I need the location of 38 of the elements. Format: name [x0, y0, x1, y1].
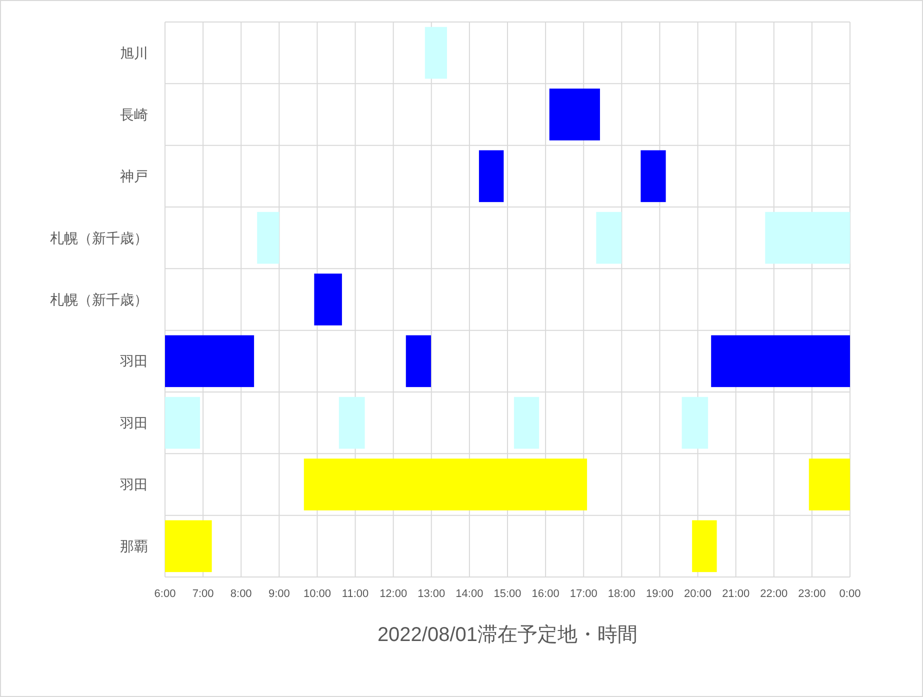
x-tick-label: 22:00 — [760, 588, 788, 600]
x-tick-label: 17:00 — [570, 588, 598, 600]
y-tick-label: 羽田 — [119, 353, 148, 370]
y-tick-label: 羽田 — [119, 476, 148, 492]
x-tick-label: 23:00 — [798, 588, 826, 600]
y-tick-label: 神戸 — [120, 168, 148, 184]
x-tick-label: 15:00 — [494, 588, 522, 600]
y-tick-label: 那覇 — [120, 538, 148, 554]
x-tick-label: 13:00 — [418, 588, 446, 600]
y-tick-label: 旭川 — [120, 44, 148, 61]
bar — [514, 396, 540, 449]
y-tick-label: 長崎 — [120, 106, 148, 122]
bar — [165, 335, 254, 388]
bar — [478, 150, 504, 202]
bar — [314, 274, 342, 326]
x-tick-label: 6:00 — [154, 588, 176, 600]
x-tick-label: 20:00 — [684, 588, 712, 600]
x-tick-label: 10:00 — [303, 588, 331, 600]
bar — [808, 458, 850, 510]
bar — [549, 88, 600, 140]
bar — [682, 396, 708, 449]
x-tick-label: 8:00 — [230, 588, 252, 600]
x-tick-label: 12:00 — [380, 588, 408, 600]
x-tick-label: 0:00 — [839, 588, 861, 600]
y-tick-label: 札幌（新千歳） — [50, 230, 148, 246]
x-tick-label: 16:00 — [532, 588, 560, 600]
x-tick-label: 7:00 — [192, 588, 214, 600]
x-tick-label: 18:00 — [608, 588, 636, 600]
x-axis-title: 2022/08/01滞在予定地・時間 — [377, 624, 638, 646]
x-tick-label: 14:00 — [456, 588, 484, 600]
x-tick-label: 19:00 — [646, 588, 674, 600]
y-tick-label: 札幌（新千歳） — [50, 292, 148, 308]
y-tick-label: 羽田 — [119, 414, 148, 431]
bar — [765, 212, 850, 264]
x-tick-label: 9:00 — [268, 588, 290, 600]
bar — [692, 520, 717, 572]
x-tick-label: 21:00 — [722, 588, 750, 600]
x-tick-label: 11:00 — [342, 588, 369, 600]
